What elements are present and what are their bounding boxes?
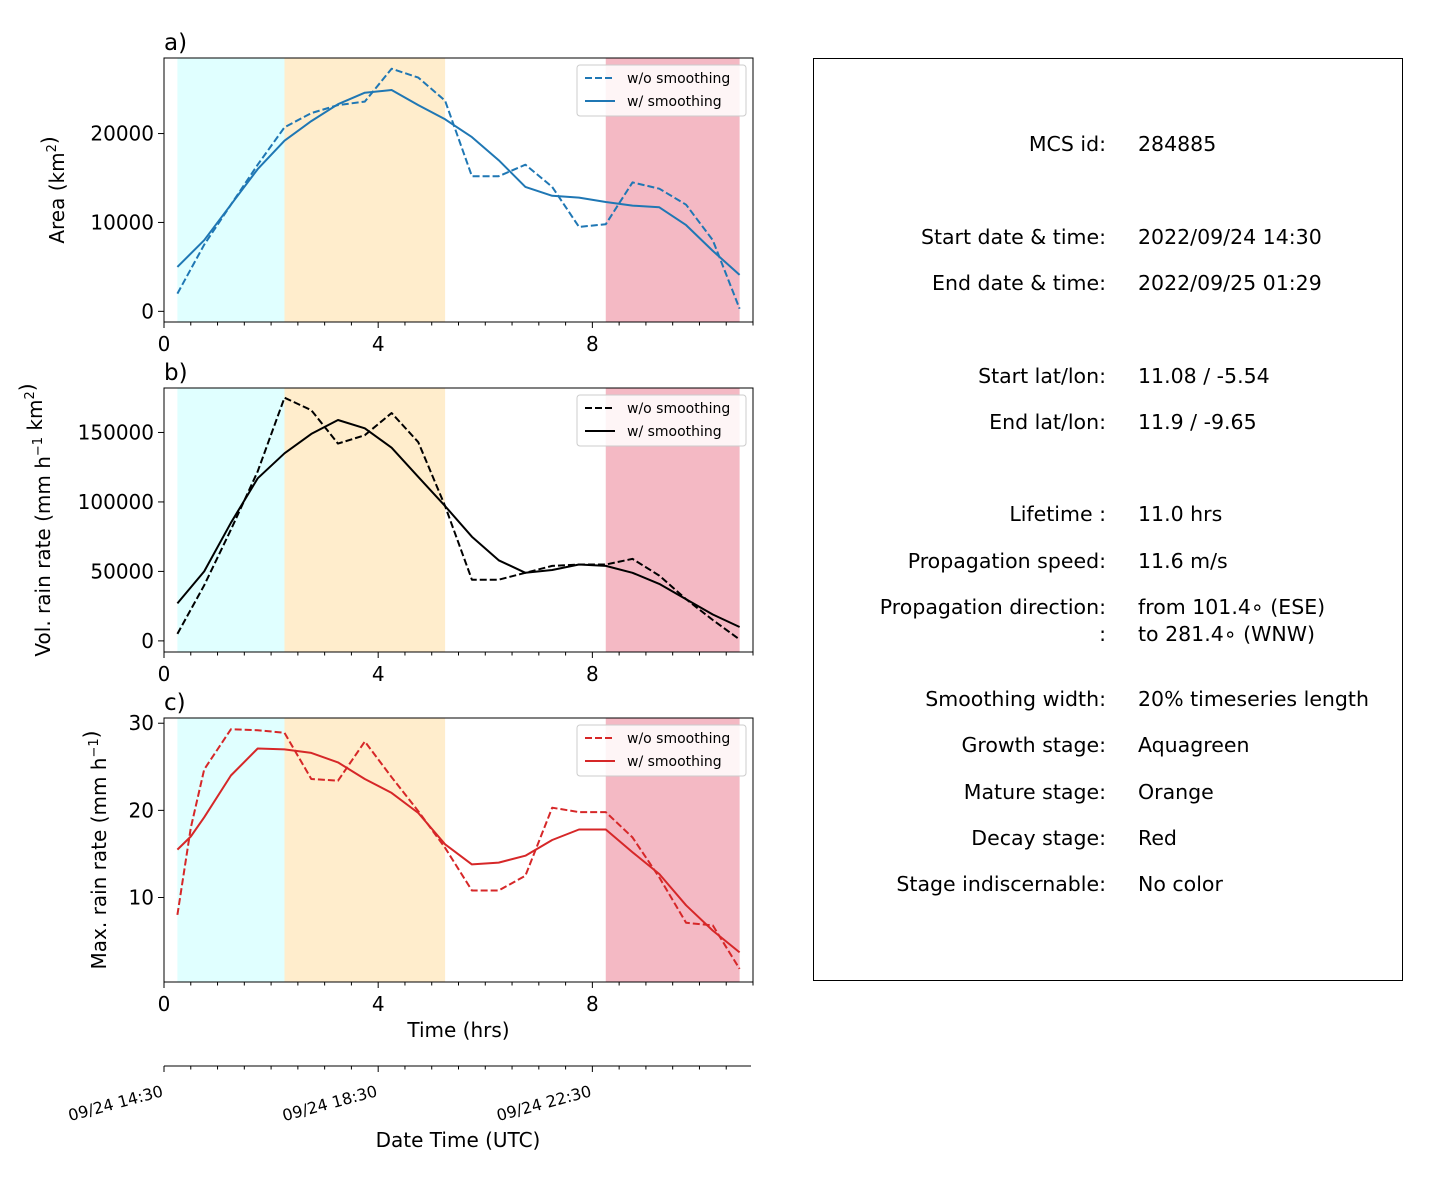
stage-span-growth	[177, 58, 285, 322]
end-datetime-value: 2022/09/25 01:29	[1138, 271, 1322, 295]
series-raw-line	[176, 396, 741, 641]
panel-b: 0 50000 100000 150000 0 4 8 b) Vol. rain rate (m…	[15, 360, 754, 686]
x-tick-label: 4	[372, 662, 385, 686]
x-tick-label: 0	[158, 662, 171, 686]
lifetime-value: 11.0 hrs	[1138, 502, 1223, 526]
date-tick-label: 09/24 22:30	[494, 1082, 593, 1126]
stage-span-mature	[284, 718, 446, 982]
lifetime-label: Lifetime :	[1009, 502, 1106, 526]
stage-span-mature	[284, 58, 446, 322]
smoothing-width-label: Smoothing width:	[925, 687, 1106, 711]
y-tick-label: 10	[129, 885, 154, 909]
start-datetime-value: 2022/09/24 14:30	[1138, 225, 1322, 249]
legend-box	[576, 724, 747, 777]
y-axis-label-part: )	[79, 731, 103, 739]
growth-stage-value: Aquagreen	[1138, 733, 1250, 757]
propagation-direction-label: Propagation direction:	[879, 595, 1106, 619]
x-tick-label: 0	[158, 332, 171, 356]
panel-letter: a)	[164, 30, 187, 56]
series-smoothed-line	[176, 419, 741, 628]
date-tick-label: 09/24 14:30	[66, 1082, 165, 1126]
start-latlon-value: 11.08 / -5.54	[1138, 364, 1270, 388]
legend-box	[576, 394, 747, 447]
series-smoothed-line	[176, 747, 741, 954]
stage-indiscernable-label: Stage indiscernable:	[896, 872, 1106, 896]
y-tick-label: 0	[141, 629, 154, 653]
mature-stage-label: Mature stage:	[963, 780, 1106, 804]
propagation-direction-cont-label: :	[1099, 622, 1106, 646]
end-latlon-value: 11.9 / -9.65	[1138, 410, 1257, 434]
mcs-id-value: 284885	[1138, 132, 1217, 156]
legend: w/o smoothing w/ smoothing	[576, 64, 747, 117]
y-tick-label: 10000	[90, 210, 154, 234]
x-tick-label: 4	[372, 992, 385, 1016]
x-tick-label: 0	[158, 992, 171, 1016]
y-axis-label: Area (km2)	[37, 136, 69, 243]
legend-label: w/ smoothing	[627, 424, 722, 440]
decay-stage-label: Decay stage:	[971, 826, 1106, 850]
y-tick-label: 150000	[78, 420, 154, 444]
growth-stage-label: Growth stage:	[961, 733, 1106, 757]
x-axis-label: Time (hrs)	[406, 1018, 509, 1042]
y-axis-label-part: )	[37, 136, 61, 144]
propagation-speed-label: Propagation speed:	[907, 549, 1106, 573]
mcs-id-label: MCS id:	[1028, 132, 1106, 156]
legend-label: w/ smoothing	[627, 754, 722, 770]
y-axis-label-superscript: −1	[87, 738, 102, 757]
legend-label: w/o smoothing	[627, 731, 730, 747]
panel-letter: b)	[164, 360, 188, 386]
panel-letter: c)	[164, 690, 186, 716]
legend: w/o smoothing w/ smoothing	[576, 724, 747, 777]
decay-stage-value: Red	[1138, 826, 1177, 850]
x-tick-label: 8	[586, 332, 599, 356]
legend: w/o smoothing w/ smoothing	[576, 394, 747, 447]
propagation-direction-cont-value: to 281.4∘ (WNW)	[1138, 622, 1316, 646]
y-axis-label-superscript: −1	[31, 437, 46, 456]
y-tick-label: 0	[141, 299, 154, 323]
panel-c: 10 20 30 0 4 8 c) Max. rain rate (mm h−1) w/o sm…	[79, 690, 754, 1016]
y-tick-label: 20	[129, 798, 154, 822]
y-axis-label-part: Vol. rain rate (mm h	[31, 456, 55, 657]
y-axis-label-part: km	[23, 400, 47, 437]
y-axis-label-part: )	[15, 383, 39, 391]
y-tick-label: 30	[129, 711, 154, 735]
y-axis-label-part: Area (km	[45, 152, 69, 243]
y-tick-label: 100000	[78, 490, 154, 514]
date-axis-label: Date Time (UTC)	[376, 1128, 541, 1152]
mature-stage-value: Orange	[1138, 780, 1214, 804]
y-tick-label: 20000	[90, 122, 154, 146]
series-smoothed-line	[176, 89, 741, 276]
legend-box	[576, 64, 747, 117]
y-axis-label-superscript: 2	[23, 391, 38, 399]
start-datetime-label: Start date & time:	[920, 225, 1106, 249]
legend-label: w/ smoothing	[627, 94, 722, 110]
legend-label: w/o smoothing	[627, 401, 730, 417]
info-box: MCS id: 284885 Start date & time: 2022/0…	[813, 58, 1403, 981]
stage-span-mature	[284, 388, 446, 652]
series-raw-line	[176, 728, 741, 970]
date-tick-label: 09/24 18:30	[280, 1082, 379, 1126]
y-axis-label: Max. rain rate (mm h−1)	[79, 731, 111, 970]
end-latlon-label: End lat/lon:	[989, 410, 1106, 434]
legend-label: w/o smoothing	[627, 71, 730, 87]
propagation-speed-value: 11.6 m/s	[1138, 549, 1228, 573]
y-axis-label: Vol. rain rate (mm h−1 km2)	[15, 383, 55, 656]
end-datetime-label: End date & time:	[932, 271, 1106, 295]
stage-span-growth	[177, 388, 285, 652]
x-tick-label: 8	[586, 662, 599, 686]
y-axis-label-superscript: 2	[45, 144, 60, 152]
stage-span-growth	[177, 718, 285, 982]
y-axis-label-part: Max. rain rate (mm h	[87, 758, 111, 970]
x-tick-label: 4	[372, 332, 385, 356]
propagation-direction-value: from 101.4∘ (ESE)	[1138, 595, 1326, 619]
start-latlon-label: Start lat/lon:	[978, 364, 1106, 388]
stage-indiscernable-value: No color	[1138, 872, 1223, 896]
smoothing-width-value: 20% timeseries length	[1138, 687, 1369, 711]
series-raw-line	[176, 67, 741, 310]
y-tick-label: 50000	[90, 559, 154, 583]
x-tick-label: 8	[586, 992, 599, 1016]
